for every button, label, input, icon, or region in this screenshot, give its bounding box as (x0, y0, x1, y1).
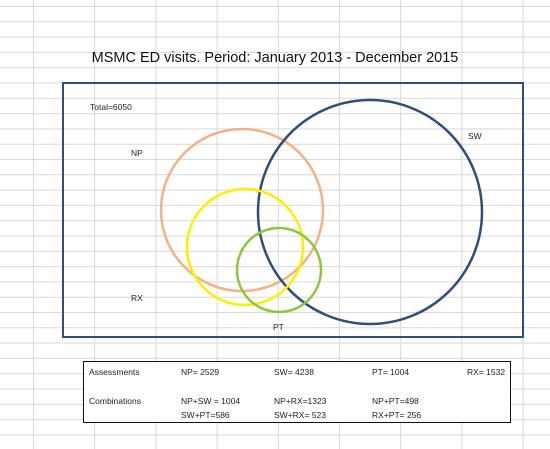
np-label: NP (131, 148, 143, 158)
rx-circle (185, 187, 305, 307)
assessment-sw: SW= 4238 (274, 367, 314, 377)
combination-sw-rx: SW+RX= 523 (274, 410, 326, 420)
assessment-np: NP= 2529 (181, 367, 220, 377)
assessment-pt: PT= 1004 (372, 367, 410, 377)
combination-np-sw: NP+SW = 1004 (181, 396, 241, 406)
summary-table (83, 361, 511, 423)
rx-label: RX (131, 293, 143, 303)
venn-frame (62, 82, 524, 338)
diagram-title: MSMC ED visits. Period: January 2013 - D… (91, 50, 459, 66)
assessments-label: Assessments (89, 367, 140, 377)
sw-label: SW (468, 131, 482, 141)
sw-circle (256, 98, 484, 326)
combination-np-rx: NP+RX=1323 (274, 396, 327, 406)
combinations-label: Combinations (89, 396, 141, 406)
assessment-rx: RX= 1532 (467, 367, 506, 377)
pt-circle (235, 226, 323, 314)
combination-sw-pt: SW+PT=586 (181, 410, 230, 420)
combination-np-pt: NP+PT=498 (372, 396, 419, 406)
combination-rx-pt: RX+PT= 256 (372, 410, 422, 420)
pt-label: PT (273, 322, 284, 332)
total-label: Total=6050 (90, 102, 132, 112)
